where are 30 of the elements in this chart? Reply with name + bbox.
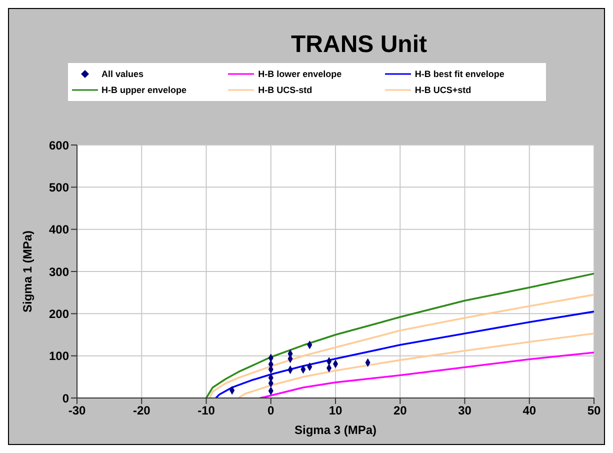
line-series [215,310,594,398]
x-tick-label: -10 [198,404,216,418]
line-series [258,352,594,398]
x-tick-label: 30 [458,404,472,418]
legend-label: H-B UCS+std [414,85,472,95]
legend-label: All values [102,69,144,79]
y-tick-label: 500 [48,180,70,194]
y-tick-label: 600 [48,138,70,152]
x-axis-title: Sigma 3 (MPa) [294,423,377,437]
line-series [205,272,594,398]
line-series [208,294,594,398]
line-series [238,332,594,398]
x-tick-label: 10 [328,404,342,418]
x-tick-label: 50 [587,404,601,418]
y-tick-label: 400 [48,222,70,237]
legend-label: H-B lower envelope [258,69,342,79]
y-axis-title: Sigma 1 (MPa) [20,230,34,313]
x-tick-label: -30 [68,404,86,418]
x-tick-label: 40 [522,404,536,418]
y-tick-label: 100 [48,349,70,364]
legend-label: H-B UCS-std [258,85,312,95]
y-tick-label: 0 [62,391,70,406]
y-tick-label: 300 [48,264,70,279]
x-tick-label: 0 [268,404,275,418]
x-tick-label: 20 [393,404,408,418]
legend-label: H-B best fit envelope [414,69,504,79]
legend-label: H-B upper envelope [102,85,187,95]
x-tick-label: -20 [132,404,151,418]
y-tick-label: 200 [48,306,70,321]
chart-title: TRANS Unit [290,31,428,59]
